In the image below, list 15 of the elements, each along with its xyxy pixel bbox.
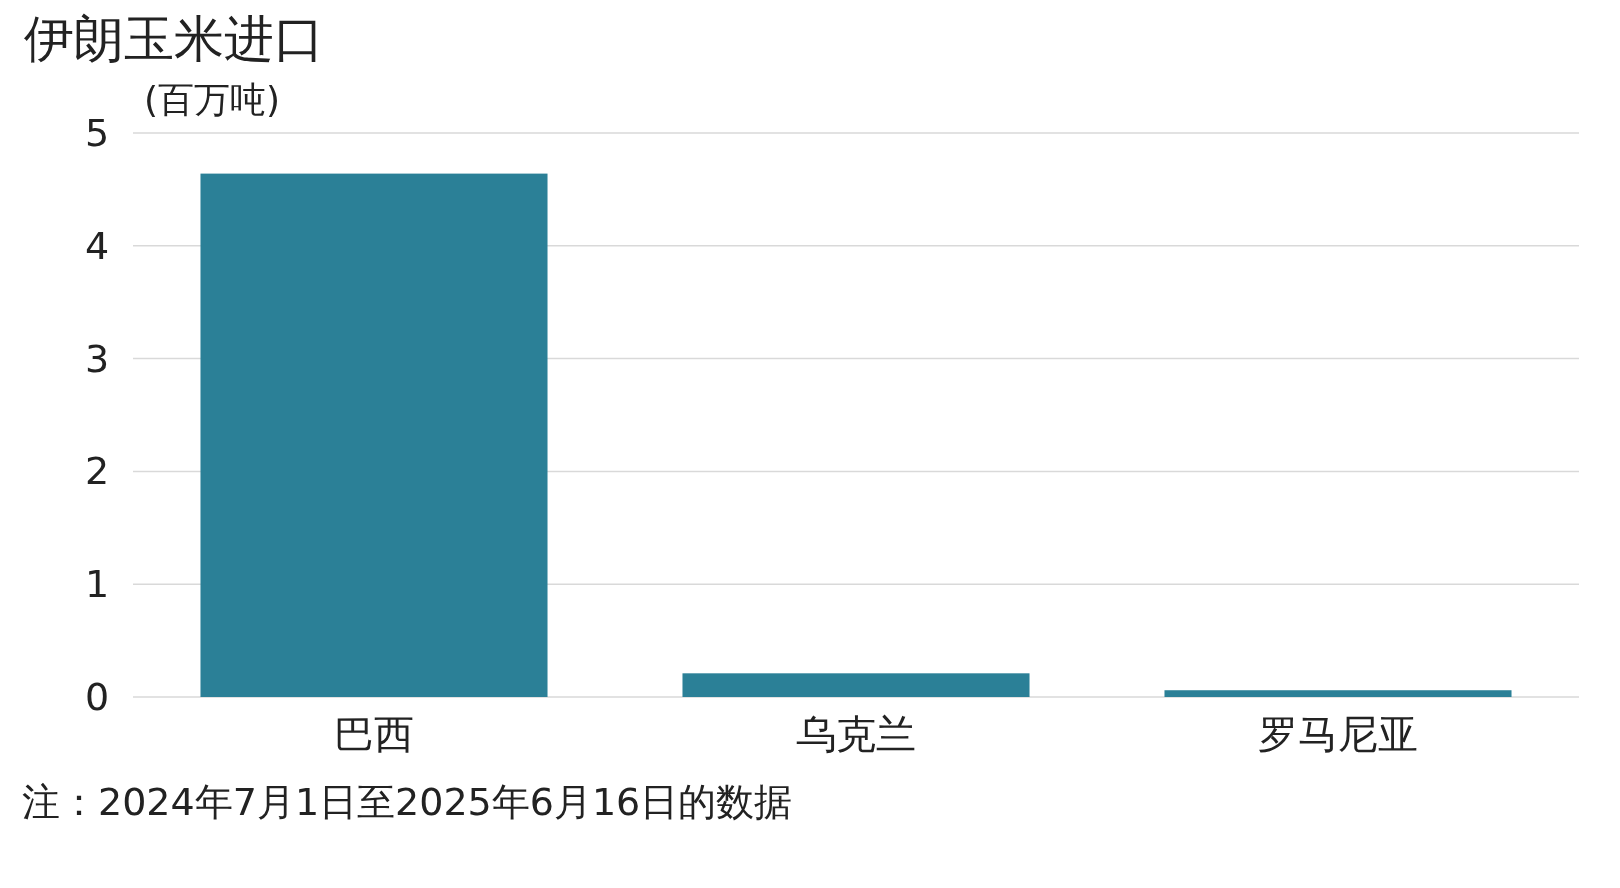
y-tick-label: 3: [84, 336, 110, 381]
y-tick-label: 2: [84, 449, 110, 494]
text: 注：2024年7月1日至2025年6月16日的数据: [22, 780, 793, 824]
bar: [200, 173, 548, 697]
chart-title: 伊朗玉米进口: [24, 10, 324, 68]
y-axis-title: (百万吨): [144, 79, 281, 120]
y-tick-label: 5: [84, 111, 110, 155]
x-tick-label: 乌克兰: [796, 711, 916, 757]
y-tick-label: 1: [84, 562, 110, 607]
x-tick-label: 巴西: [334, 711, 414, 757]
bar: [1164, 690, 1512, 697]
y-tick-label: 0: [84, 675, 110, 719]
x-tick-label: 罗马尼亚: [1258, 711, 1418, 757]
bar: [682, 673, 1030, 697]
y-tick-label: 4: [84, 223, 110, 268]
